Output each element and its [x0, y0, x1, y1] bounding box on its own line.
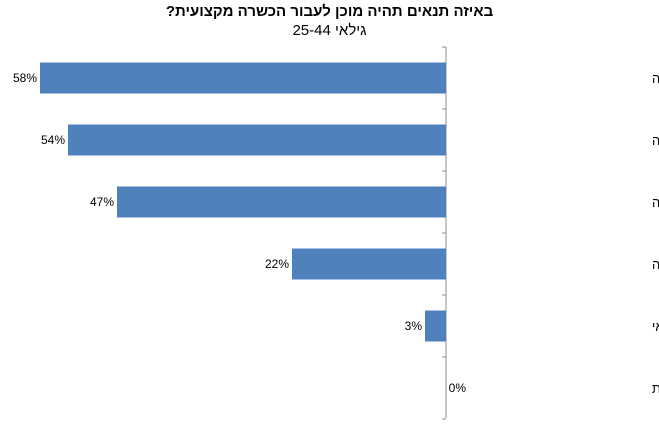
category-label: אפשרות בחירת תחום ההכשרה: [652, 71, 659, 86]
category-label: מוכנים ללא כל תנאי: [652, 319, 659, 334]
data-label: 58%: [13, 71, 37, 85]
category-label: לא יודע/ת: [652, 381, 659, 396]
data-label: 47%: [90, 195, 114, 209]
data-label: 22%: [265, 257, 289, 271]
data-label: 0%: [449, 381, 467, 395]
category-label: מעורבות מעסיק בהכשרה: [652, 257, 659, 272]
category-label: עבודה מובטחת בתחום ההכשרה: [652, 195, 659, 210]
bar: [425, 310, 446, 342]
bar: [292, 248, 446, 280]
chart-subtitle: גילאי 25-44: [292, 22, 367, 39]
category-label: דמי קיום בגובה דמי אבטלה: [652, 133, 659, 148]
bar: [117, 186, 446, 218]
data-label: 54%: [41, 133, 65, 147]
bar: [68, 124, 446, 156]
data-label: 3%: [405, 319, 423, 333]
bar: [40, 62, 446, 94]
chart-title: באיזה תנאים תהיה מוכן לעבור הכשרה מקצועי…: [165, 3, 494, 20]
